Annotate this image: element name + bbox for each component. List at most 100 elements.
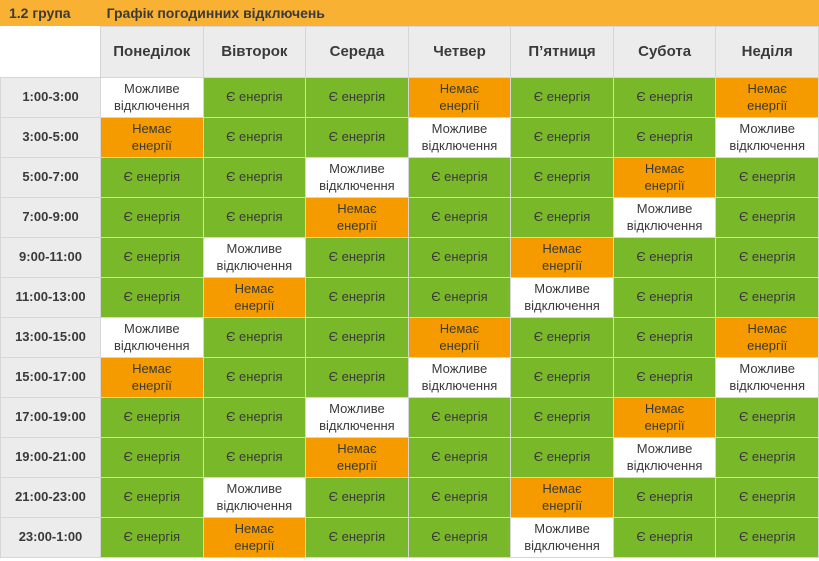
schedule-cell-on: Є енергія [100,477,204,518]
schedule-cell-off: Немає енергії [407,317,512,358]
schedule-cell-on: Є енергія [715,517,819,558]
schedule-cell-maybe: Можливе відключення [715,117,819,158]
header-row: Понеділок Вівторок Середа Четвер П’ятниця Суб… [0,26,819,78]
schedule-cell-on: Є енергія [305,517,409,558]
time-label: 23:00-1:00 [0,517,101,558]
schedule-cell-on: Є енергія [612,477,717,518]
schedule-cell-on: Є енергія [715,157,819,198]
schedule-cell-maybe: Можливе відключення [715,357,819,398]
table-row: 5:00-7:00 Є енергія Є енергія Можливе відкл… [0,157,819,198]
schedule-cell-off: Немає енергії [612,157,717,198]
schedule-cell-off: Немає енергії [202,517,307,558]
group-label: 1.2 група [9,5,71,21]
schedule-cell-off: Немає енергії [305,437,409,478]
schedule-cell-on: Є енергія [407,237,512,278]
top-bar: 1.2 група Графік погодинних відключень [0,0,819,26]
schedule-cell-on: Є енергія [305,477,409,518]
schedule-cell-on: Є енергія [100,517,204,558]
day-header: Понеділок [100,26,204,78]
schedule-cell-off: Немає енергії [100,357,204,398]
time-label: 17:00-19:00 [0,397,101,438]
table-row: 19:00-21:00 Є енергія Є енергія Немає енерг… [0,437,819,478]
schedule-cell-on: Є енергія [202,197,307,238]
schedule-cell-on: Є енергія [715,397,819,438]
schedule-cell-on: Є енергія [407,277,512,318]
schedule-cell-on: Є енергія [407,157,512,198]
schedule-cell-maybe: Можливе відключення [202,237,307,278]
schedule-cell-maybe: Можливе відключення [510,277,614,318]
schedule-cell-on: Є енергія [202,77,307,118]
schedule-cell-off: Немає енергії [510,477,614,518]
schedule-cell-off: Немає енергії [305,197,409,238]
schedule-cell-on: Є енергія [407,397,512,438]
time-label: 21:00-23:00 [0,477,101,518]
schedule-cell-on: Є енергія [510,317,614,358]
schedule-cell-maybe: Можливе відключення [612,437,717,478]
schedule-cell-on: Є енергія [305,117,409,158]
schedule-cell-on: Є енергія [612,237,717,278]
schedule-cell-off: Немає енергії [510,237,614,278]
schedule-cell-off: Немає енергії [407,77,512,118]
table-row: 23:00-1:00 Є енергія Немає енергії Є енергі… [0,517,819,558]
page-title: Графік погодинних відключень [106,5,325,21]
schedule-cell-on: Є енергія [202,357,307,398]
schedule-cell-maybe: Можливе відключення [305,397,409,438]
schedule-cell-on: Є енергія [715,477,819,518]
schedule-cell-on: Є енергія [510,397,614,438]
schedule-cell-on: Є енергія [510,357,614,398]
schedule-cell-on: Є енергія [305,237,409,278]
schedule-cell-maybe: Можливе відключення [612,197,717,238]
time-label: 19:00-21:00 [0,437,101,478]
schedule-cell-maybe: Можливе відключення [100,317,204,358]
schedule-cell-off: Немає енергії [202,277,307,318]
schedule-cell-on: Є енергія [510,157,614,198]
schedule-cell-on: Є енергія [305,277,409,318]
schedule-cell-off: Немає енергії [612,397,717,438]
schedule-cell-on: Є енергія [100,437,204,478]
time-label: 7:00-9:00 [0,197,101,238]
schedule-cell-on: Є енергія [510,77,614,118]
day-header: Субота [612,26,717,78]
time-label: 9:00-11:00 [0,237,101,278]
time-label: 1:00-3:00 [0,77,101,118]
table-row: 13:00-15:00 Можливе відключення Є енергія Є… [0,317,819,358]
schedule-cell-maybe: Можливе відключення [407,357,512,398]
schedule-cell-off: Немає енергії [715,317,819,358]
schedule-table: Понеділок Вівторок Середа Четвер П’ятниця Суб… [0,26,819,558]
day-header: Неділя [715,26,819,78]
table-row: 9:00-11:00 Є енергія Можливе відключення Є … [0,237,819,278]
table-row: 3:00-5:00 Немає енергії Є енергія Є енергія… [0,117,819,158]
schedule-cell-on: Є енергія [202,317,307,358]
corner-cell [0,26,101,78]
time-label: 5:00-7:00 [0,157,101,198]
schedule-cell-on: Є енергія [100,277,204,318]
schedule-cell-on: Є енергія [510,197,614,238]
schedule-cell-maybe: Можливе відключення [100,77,204,118]
time-label: 15:00-17:00 [0,357,101,398]
schedule-cell-maybe: Можливе відключення [510,517,614,558]
schedule-cell-maybe: Можливе відключення [305,157,409,198]
table-row: 15:00-17:00 Немає енергії Є енергія Є енерг… [0,357,819,398]
schedule-cell-on: Є енергія [100,197,204,238]
time-label: 13:00-15:00 [0,317,101,358]
table-row: 21:00-23:00 Є енергія Можливе відключення Є… [0,477,819,518]
table-row: 11:00-13:00 Є енергія Немає енергії Є енерг… [0,277,819,318]
schedule-cell-on: Є енергія [305,317,409,358]
schedule-cell-maybe: Можливе відключення [407,117,512,158]
day-header: П’ятниця [510,26,614,78]
schedule-cell-on: Є енергія [612,317,717,358]
schedule-cell-on: Є енергія [510,437,614,478]
schedule-cell-on: Є енергія [305,77,409,118]
schedule-cell-on: Є енергія [100,397,204,438]
schedule-cell-on: Є енергія [612,77,717,118]
schedule-cell-on: Є енергія [407,437,512,478]
schedule-cell-on: Є енергія [612,117,717,158]
schedule-cell-on: Є енергія [715,197,819,238]
schedule-cell-on: Є енергія [612,357,717,398]
schedule-cell-off: Немає енергії [100,117,204,158]
schedule-cell-on: Є енергія [715,437,819,478]
schedule-cell-on: Є енергія [202,117,307,158]
schedule-cell-off: Немає енергії [715,77,819,118]
schedule-cell-on: Є енергія [612,517,717,558]
schedule-cell-maybe: Можливе відключення [202,477,307,518]
